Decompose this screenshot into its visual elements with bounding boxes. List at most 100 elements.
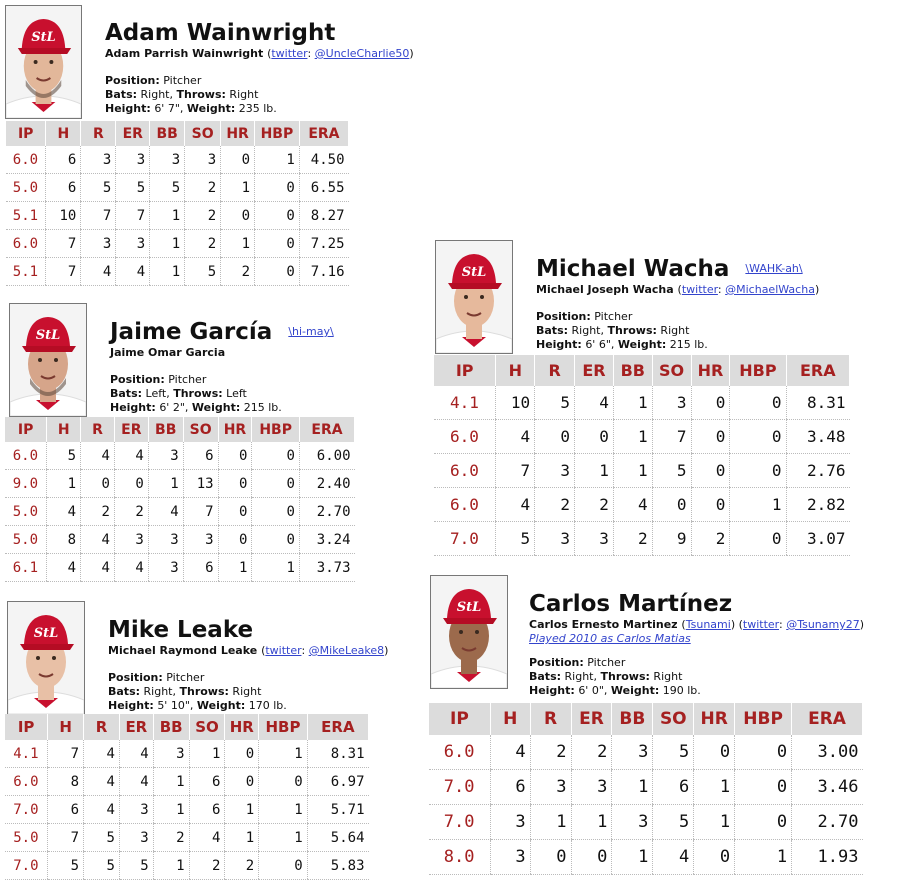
twitter-link[interactable]: twitter [742,618,779,631]
cell-bb: 2 [612,521,653,556]
twitter-handle-link[interactable]: @UncleCharlie50 [314,47,410,60]
played-as-link[interactable]: Played 2010 as Carlos Matias [529,632,691,645]
cell-er: 5 [115,173,150,202]
cell-er: 4 [113,553,149,582]
header-bb: BB [149,121,186,146]
cell-er: 0 [113,469,149,498]
cell-hr: 0 [224,767,259,796]
player-card-wainwright: StL Adam Wainwright Adam Parrish Wainwri… [0,0,414,286]
player-card-wacha: StL Michael Wacha \WAHK-ah\ Michael Josep… [430,235,860,556]
header-r: R [80,121,117,146]
cell-r: 4 [83,740,120,768]
table-row: 7.0 5 3 3 2 9 2 0 3.07 [433,521,850,556]
header-era: ERA [791,703,863,735]
nickname-link[interactable]: Tsunami [685,618,731,631]
cell-bb: 1 [149,229,185,258]
cell-era: 1.93 [791,839,863,875]
player-full-name: Michael Raymond Leake (twitter: @MikeLea… [108,644,389,657]
cell-er: 1 [574,453,614,488]
twitter-link[interactable]: twitter [265,644,302,657]
header-so: SO [188,714,226,740]
stats-table: IP H R ER BB SO HR HBP ERA 4.1 10 5 4 1 3 0 0 8.31 6.0 4 0 0 1… [432,355,851,556]
header-r: R [529,703,572,735]
twitter-handle-link[interactable]: @MikeLeake8 [308,644,385,657]
twitter-link[interactable]: twitter [681,283,718,296]
header-bb: BB [612,355,653,386]
cell-r: 0 [529,839,572,875]
cell-hbp: 0 [258,767,308,796]
cell-er: 4 [574,386,614,420]
cell-bb: 1 [149,201,185,230]
twitter-handle-link[interactable]: @Tsunamy27 [786,618,860,631]
svg-text:StL: StL [34,626,59,641]
cell-ip: 4.1 [433,386,496,420]
cell-bb: 3 [611,735,653,770]
cell-era: 4.50 [298,146,349,174]
cell-bb: 3 [147,553,184,582]
cell-so: 3 [651,386,692,420]
cell-hr: 0 [217,469,252,498]
cell-so: 9 [651,521,692,556]
cell-hbp: 0 [729,419,787,454]
pronunciation-link[interactable]: \hi-may\ [288,325,334,338]
cell-hbp: 1 [258,823,308,852]
svg-text:StL: StL [31,30,55,45]
header-h: H [495,355,536,386]
cell-hr: 0 [690,453,730,488]
twitter-handle-link[interactable]: @MichaelWacha [725,283,815,296]
cell-so: 6 [188,795,225,824]
cell-so: 2 [184,229,221,258]
header-h: H [47,714,85,740]
cell-er: 5 [118,851,154,880]
player-name: Michael Wacha \WAHK-ah\ [536,256,803,282]
cell-bb: 1 [612,453,653,488]
cell-ip: 7.0 [4,851,48,880]
player-full-name: Adam Parrish Wainwright (twitter: @Uncle… [105,47,414,60]
cell-h: 6 [47,795,84,824]
cell-h: 6 [45,173,81,202]
header-hbp: HBP [254,121,300,146]
cell-er: 7 [115,201,150,230]
cell-h: 4 [489,735,531,770]
cell-ip: 6.0 [428,735,491,770]
cell-hbp: 0 [734,735,792,770]
cell-h: 3 [489,839,531,875]
cell-hbp: 0 [254,257,300,286]
header-ip: IP [432,355,497,386]
cell-er: 0 [570,839,612,875]
cell-h: 1 [46,469,81,498]
cell-hr: 1 [220,229,255,258]
cell-r: 3 [534,521,575,556]
cell-so: 6 [182,553,219,582]
cell-ip: 5.0 [4,823,48,852]
cell-r: 4 [80,257,116,286]
cell-bb: 1 [611,769,653,805]
table-row: 7.0 5 5 5 1 2 2 0 5.83 [4,851,369,880]
cell-hbp: 1 [251,553,300,582]
header-hbp: HBP [729,355,787,386]
cell-h: 7 [45,229,81,258]
header-r: R [80,417,115,442]
cell-h: 5 [46,442,81,470]
player-bio: Position: Pitcher Bats: Right, Throws: R… [108,671,287,712]
cell-so: 6 [188,767,225,796]
cell-era: 2.70 [791,804,863,840]
cell-bb: 1 [152,795,190,824]
table-row: 4.1 7 4 4 3 1 0 1 8.31 [4,740,369,768]
pronunciation-link[interactable]: \WAHK-ah\ [745,262,803,275]
cell-hr: 0 [220,201,255,230]
cell-r: 7 [80,201,116,230]
cell-so: 1 [188,740,225,768]
cell-ip: 5.1 [5,257,46,286]
cell-bb: 5 [149,173,185,202]
cell-hr: 0 [217,442,252,470]
cell-ip: 5.1 [5,201,46,230]
headshot-image: StL [8,602,84,714]
header-er: ER [574,355,614,386]
header-era: ERA [298,417,356,442]
twitter-link[interactable]: twitter [271,47,308,60]
cell-ip: 6.0 [5,146,46,174]
cell-r: 2 [80,497,115,526]
cell-r: 4 [80,525,115,554]
cell-era: 6.97 [306,767,369,796]
